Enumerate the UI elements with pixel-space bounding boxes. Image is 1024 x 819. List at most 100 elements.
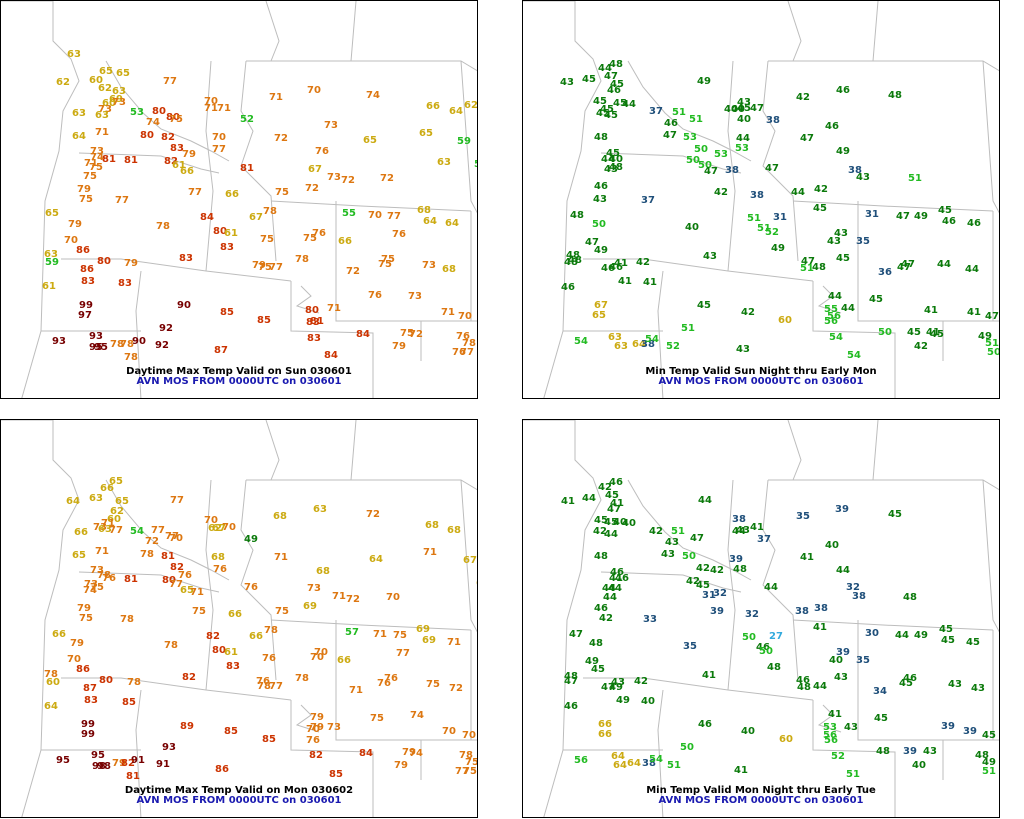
temperature-value: 77: [455, 766, 469, 777]
temperature-value: 78: [127, 677, 141, 688]
temperature-value: 49: [978, 331, 992, 342]
state-border: [78, 152, 220, 174]
temperature-value: 41: [618, 276, 632, 287]
state-border: [105, 60, 230, 162]
temperature-value: 61: [172, 160, 186, 171]
temperature-value: 79: [77, 184, 91, 195]
temperature-value: 73: [327, 722, 341, 733]
temperature-value: 51: [985, 338, 999, 349]
temperature-value: 32: [713, 588, 727, 599]
temperature-value: 42: [649, 526, 663, 537]
temperature-value: 45: [874, 713, 888, 724]
temperature-value: 66: [426, 101, 440, 112]
panel-max-sun: 62 63 60 65 62 65 63 60 69 73 63 73 53 77 80 74 80 75 63 71…: [0, 0, 478, 399]
temperature-value: 75: [90, 582, 104, 593]
temperature-value: 38: [725, 165, 739, 176]
temperature-value: 70: [368, 210, 382, 221]
temperature-value: 77: [212, 144, 226, 155]
temperature-value: 49: [697, 76, 711, 87]
panel-title: Min Temp Valid Mon Night thru Early Tue: [646, 785, 876, 796]
temperature-value: 44: [736, 133, 750, 144]
temperature-value: 43: [971, 683, 985, 694]
temperature-value: 52: [240, 114, 254, 125]
temperature-value: 80: [213, 226, 227, 237]
temperature-value: 38: [766, 115, 780, 126]
temperature-value: 66: [228, 609, 242, 620]
temperature-value: 38: [750, 190, 764, 201]
temperature-value: 71: [190, 587, 204, 598]
temperature-value: 73: [324, 120, 338, 131]
temperature-value: 79: [70, 638, 84, 649]
state-border: [857, 620, 999, 741]
temperature-value: 42: [814, 184, 828, 195]
temperature-value: 48: [903, 592, 917, 603]
temperature-value: 99: [79, 300, 93, 311]
temperature-value: 48: [975, 750, 989, 761]
temperature-value: 70: [462, 730, 476, 741]
temperature-value: 33: [643, 614, 657, 625]
temperature-value: 47: [897, 262, 911, 273]
temperature-value: 76: [392, 229, 406, 240]
temperature-value: 71: [327, 303, 341, 314]
temperature-value: 53: [714, 149, 728, 160]
temperature-value: 60: [107, 514, 121, 525]
temperature-value: 76: [306, 735, 320, 746]
temperature-value: 78: [120, 339, 134, 350]
temperature-value: 78: [97, 570, 111, 581]
temperature-value: 85: [257, 315, 271, 326]
temperature-value: 67: [308, 164, 322, 175]
temperature-value: 38: [732, 514, 746, 525]
temperature-value: 45: [907, 327, 921, 338]
temperature-value: 49: [609, 682, 623, 693]
temperature-value: 40: [731, 104, 745, 115]
temperature-value: 78: [257, 681, 271, 692]
state-border: [627, 60, 752, 162]
temperature-value: 45: [813, 203, 827, 214]
temperature-value: 81: [102, 154, 116, 165]
temperature-value: 80: [212, 645, 226, 656]
temperature-value: 39: [729, 554, 743, 565]
temperature-value: 75: [465, 757, 478, 768]
temperature-value: 31: [702, 590, 716, 601]
temperature-value: 47: [564, 676, 578, 687]
panel-max-mon: 64 63 66 65 65 62 60 71 73 66 63 77 54 77 77 72 77 70 71 65…: [0, 419, 478, 818]
temperature-value: 43: [661, 549, 675, 560]
temperature-value: 37: [649, 106, 663, 117]
temperature-value: 81: [124, 155, 138, 166]
temperature-value: 62: [208, 523, 222, 534]
temperature-value: 79: [68, 219, 82, 230]
temperature-value: 48: [564, 671, 578, 682]
temperature-value: 71: [95, 127, 109, 138]
state-border: [335, 620, 477, 741]
temperature-value: 91: [156, 759, 170, 770]
state-border: [135, 270, 142, 398]
temperature-value: 76: [368, 290, 382, 301]
temperature-value: 45: [966, 637, 980, 648]
state-border: [523, 420, 602, 817]
temperature-value: 82: [170, 562, 184, 573]
temperature-value: 70: [67, 654, 81, 665]
temperature-value: 79: [112, 758, 126, 769]
state-border: [872, 1, 879, 62]
temperature-value: 69: [422, 635, 436, 646]
temperature-value: 82: [161, 132, 175, 143]
temperature-value: 98: [92, 761, 106, 772]
temperature-value: 44: [937, 259, 951, 270]
temperature-value: 77: [269, 262, 283, 273]
temperature-value: 45: [888, 509, 902, 520]
temperature-value: 48: [566, 250, 580, 261]
temperature-value: 95: [56, 755, 70, 766]
temperature-value: 71: [447, 637, 461, 648]
temperature-value: 50: [686, 155, 700, 166]
temperature-value: 70: [64, 235, 78, 246]
temperature-value: 37: [641, 195, 655, 206]
state-border: [295, 285, 320, 314]
temperature-value: 66: [100, 483, 114, 494]
temperature-value: 32: [745, 609, 759, 620]
temperature-value: 75: [393, 630, 407, 641]
temperature-value: 50: [694, 144, 708, 155]
temperature-value: 72: [409, 329, 423, 340]
